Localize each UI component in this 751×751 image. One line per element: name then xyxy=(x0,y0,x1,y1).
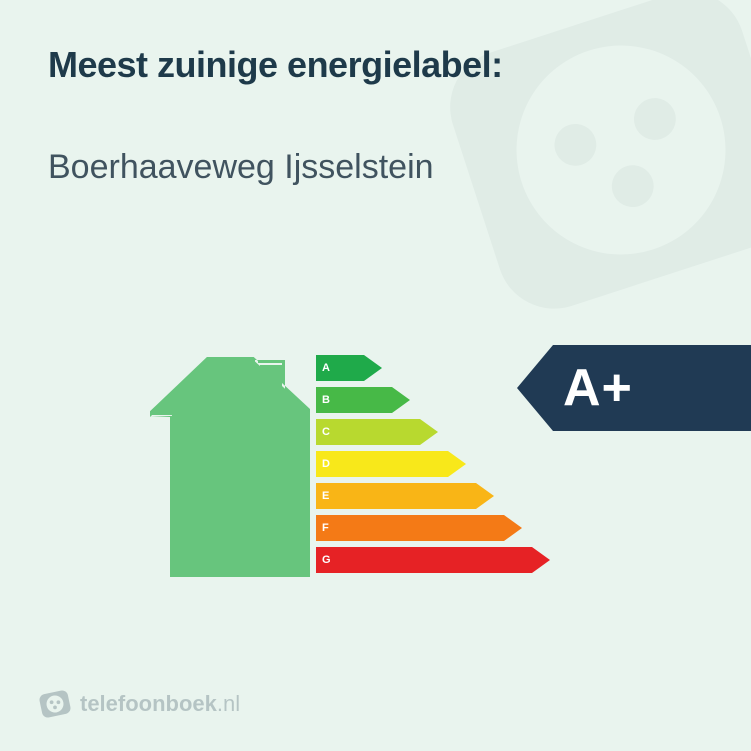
brand-name-bold: telefoonboek xyxy=(80,691,217,716)
energy-bar-letter: B xyxy=(322,387,330,413)
energy-bar-letter: C xyxy=(322,419,330,445)
rating-badge: A+ xyxy=(517,345,751,431)
brand-logo-icon xyxy=(38,687,72,721)
energy-bar-letter: G xyxy=(322,547,331,573)
brand-name: telefoonboek.nl xyxy=(80,691,240,717)
brand-footer: telefoonboek.nl xyxy=(38,687,240,721)
energy-label-card: Meest zuinige energielabel: Boerhaaveweg… xyxy=(0,0,751,751)
rating-badge-value: A+ xyxy=(553,345,751,431)
energy-bar-body xyxy=(316,419,420,445)
chevron-right-icon xyxy=(476,483,494,509)
chevron-right-icon xyxy=(392,387,410,413)
energy-bar-letter: D xyxy=(322,451,330,477)
energy-bar-body xyxy=(316,483,476,509)
page-title: Meest zuinige energielabel: xyxy=(48,44,503,86)
energy-bar-body xyxy=(316,547,532,573)
location-name: Boerhaaveweg Ijsselstein xyxy=(48,148,434,187)
energy-bar-letter: F xyxy=(322,515,329,541)
energy-bar-body xyxy=(316,451,448,477)
energy-bar-letter: E xyxy=(322,483,329,509)
energy-bar-letter: A xyxy=(322,355,330,381)
energy-bar-body xyxy=(316,515,504,541)
chevron-right-icon xyxy=(504,515,522,541)
house-icon xyxy=(150,357,310,577)
rating-badge-notch xyxy=(517,345,553,431)
brand-name-tld: .nl xyxy=(217,691,240,716)
chevron-right-icon xyxy=(532,547,550,573)
chevron-right-icon xyxy=(420,419,438,445)
chevron-right-icon xyxy=(364,355,382,381)
chevron-right-icon xyxy=(448,451,466,477)
